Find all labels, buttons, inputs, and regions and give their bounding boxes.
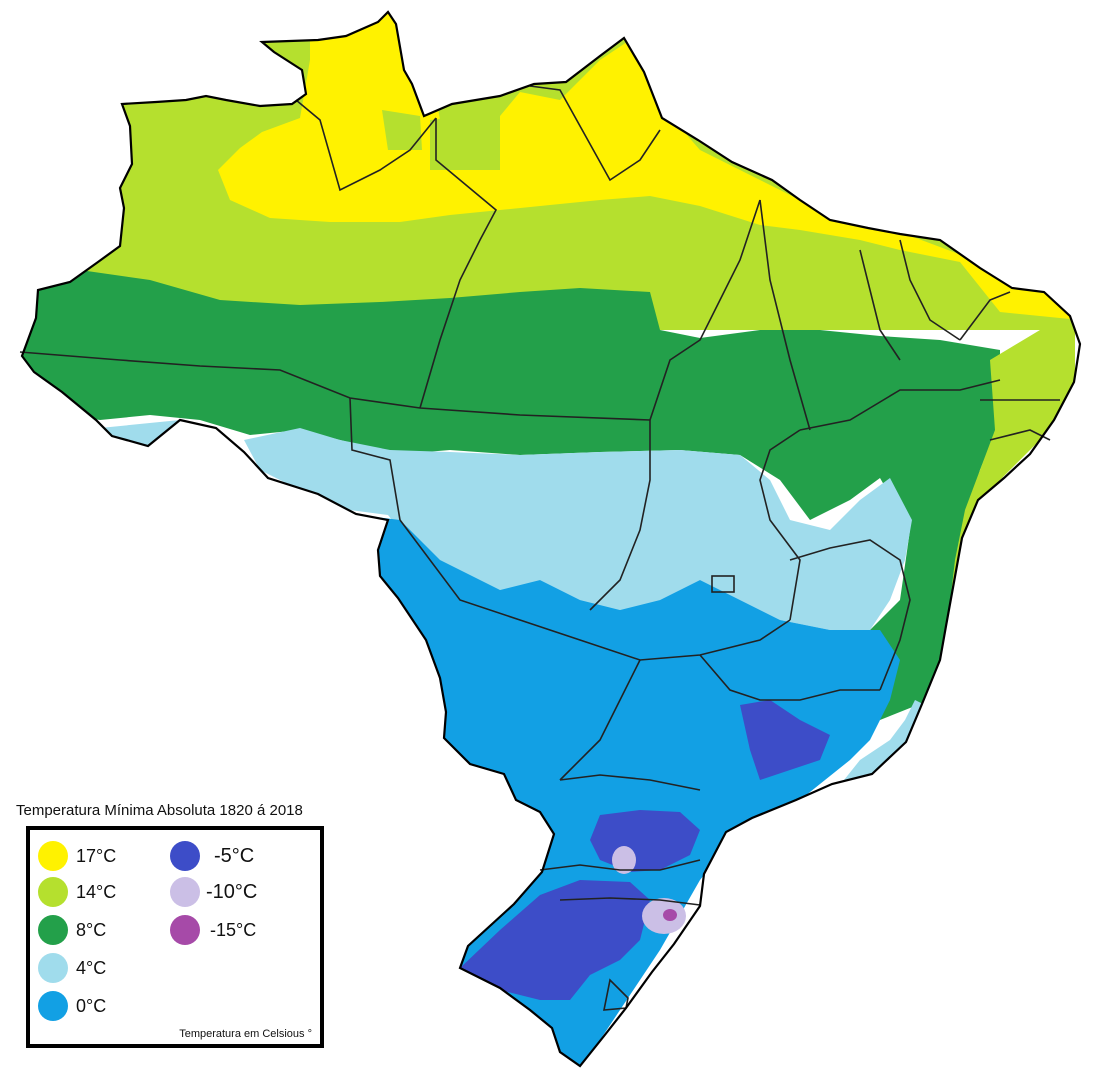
state-borders xyxy=(19,85,1060,1011)
legend-note: Temperatura em Celsious ° xyxy=(179,1028,312,1040)
swatch-minus15c-icon xyxy=(170,915,200,945)
legend: 17°C 14°C 8°C 4°C 0°C -5°C -10°C -15°C T… xyxy=(26,826,324,1048)
legend-label: 0°C xyxy=(76,995,107,1016)
legend-label: -10°C xyxy=(206,880,258,903)
zone-4c-coast xyxy=(840,700,925,785)
legend-label: -15°C xyxy=(210,919,257,940)
swatch-0c-icon xyxy=(38,991,68,1021)
swatch-17c-icon xyxy=(38,841,68,871)
legend-item-8c: 8°C xyxy=(38,914,106,946)
zone-minus5c-southeast xyxy=(740,700,830,780)
legend-item-4c: 4°C xyxy=(38,952,106,984)
swatch-14c-icon xyxy=(38,877,68,907)
zone-14c-coast xyxy=(948,330,1075,620)
zone-4c xyxy=(100,420,912,630)
zone-minus5c-south xyxy=(460,880,650,1000)
legend-title: Temperatura Mínima Absoluta 1820 á 2018 xyxy=(16,802,303,819)
legend-item-17c: 17°C xyxy=(38,840,116,872)
legend-item-minus10c: -10°C xyxy=(170,876,257,908)
zone-17c xyxy=(218,12,1080,320)
legend-item-14c: 14°C xyxy=(38,876,116,908)
swatch-minus10c-icon xyxy=(170,877,200,907)
legend-item-minus15c: -15°C xyxy=(170,914,256,946)
swatch-minus5c-icon xyxy=(170,841,200,871)
legend-label: -5°C xyxy=(214,844,255,867)
swatch-4c-icon xyxy=(38,953,68,983)
legend-item-minus5c: -5°C xyxy=(170,840,254,872)
legend-label: 17°C xyxy=(76,845,117,866)
zone-minus10c xyxy=(612,846,636,874)
legend-label: 14°C xyxy=(76,881,117,902)
swatch-8c-icon xyxy=(38,915,68,945)
zone-14c-spot-2 xyxy=(430,112,500,170)
legend-label: 8°C xyxy=(76,919,107,940)
zone-14c-spot xyxy=(382,110,422,150)
zone-minus15c xyxy=(663,909,677,921)
legend-label: 4°C xyxy=(76,957,107,978)
legend-item-0c: 0°C xyxy=(38,990,106,1022)
zone-8c xyxy=(22,270,1000,720)
